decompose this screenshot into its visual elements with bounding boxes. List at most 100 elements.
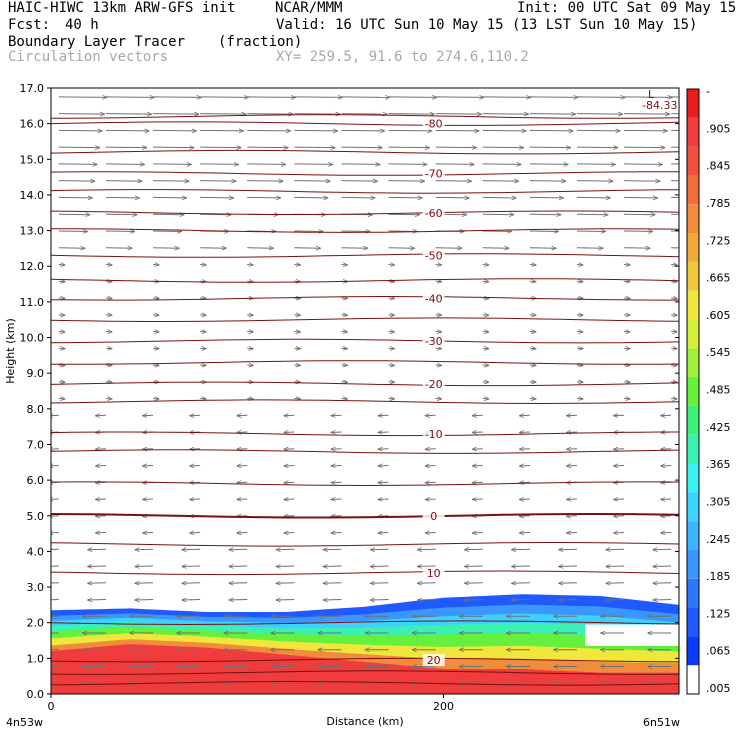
circulation-vector [614,415,625,416]
circulation-vector [576,197,610,198]
isotherm-line [51,114,679,119]
circulation-vector [341,398,347,399]
circulation-vector [519,516,530,517]
isotherm-line [51,481,679,487]
circulation-vector [482,398,489,399]
circulation-vector [294,97,342,98]
circulation-vector [247,365,253,366]
circulation-vector [624,181,660,182]
circulation-vector [519,482,530,483]
circulation-vector [294,181,330,182]
circulation-vector [624,348,630,349]
circulation-vector [58,181,95,182]
circulation-vector [576,315,583,316]
isotherm-line [51,189,679,194]
colorbar-label: .845 [706,160,731,173]
circulation-vector [512,583,530,584]
circulation-vector [294,197,327,198]
circulation-vector [435,164,474,165]
circulation-vector [58,164,97,165]
colorbar-segment [687,521,699,550]
isotherm-line [51,210,679,215]
circulation-vector [200,365,206,366]
colorbar-segment [687,405,699,435]
circulation-vector [576,382,583,383]
circulation-vector [567,533,577,534]
circulation-vector [135,583,154,584]
circulation-vector [519,533,530,534]
isotherm-line [51,513,679,519]
circulation-vector [482,315,489,316]
circulation-vector [435,264,442,265]
circulation-vector [323,549,342,550]
circulation-vector [190,466,201,467]
circulation-vector [153,231,182,232]
isotherm-line [51,670,679,675]
circulation-vector [624,264,630,265]
circulation-vector [417,583,436,584]
circulation-vector [435,97,484,98]
circulation-vector [96,499,106,500]
circulation-vector [105,97,154,98]
isotherm-label-bg [422,566,445,579]
circulation-vector [294,264,300,265]
circulation-vector [200,331,206,332]
circulation-vector [237,533,248,534]
circulation-vector [58,114,105,115]
circulation-vector [388,114,435,115]
isotherm-line [51,449,679,454]
circulation-vector [51,533,59,534]
circulation-vector [247,315,253,316]
circulation-vector [624,197,657,198]
circulation-vector [135,600,154,601]
circulation-vector [341,164,379,165]
colorbar-segment [687,233,699,262]
colorbar-segment [687,204,699,234]
colorbar-segment [687,492,699,522]
circulation-vector [378,415,389,416]
circulation-vector [370,566,389,567]
field-units: (fraction) [218,34,303,50]
circulation-vector [247,331,253,332]
circulation-vector [624,214,655,215]
circulation-vector [200,298,206,299]
circulation-vector [576,164,615,165]
isotherm-label: -80 [425,118,443,131]
circulation-vector [153,315,159,316]
y-tick-label: 17.0 [20,82,45,95]
circulation-vector [341,298,347,299]
colorbar-label: .785 [706,197,731,210]
circulation-vector [378,533,389,534]
y-tick-label: 2.0 [27,617,45,630]
field-name: Boundary Layer Tracer [8,34,186,50]
circulation-vector [105,365,112,366]
circulation-vector [58,348,65,349]
colorbar-segment [687,463,699,493]
circulation-vector [105,147,147,148]
circulation-vector [105,398,112,399]
circulation-vector [435,331,442,332]
circulation-vector [370,583,389,584]
circulation-vector [671,382,677,383]
circulation-vector [153,164,191,165]
circulation-vector [284,466,295,467]
circulation-vector [576,130,620,131]
circulation-vector [529,214,561,215]
circulation-vector [624,281,630,282]
circulation-vector [200,181,236,182]
circulation-vector [284,415,295,416]
circulation-vector [614,533,625,534]
circulation-vector [388,130,432,131]
x-tick-label: 200 [433,700,454,713]
circulation-vector [58,315,65,316]
circulation-vector [614,516,625,517]
colorbar-label: .125 [706,607,731,620]
circulation-vector [105,214,137,215]
colorbar-segment [687,290,699,320]
circulation-vector [671,365,677,366]
circulation-vector [661,415,672,416]
y-tick-label: 5.0 [27,510,45,523]
circulation-vector [512,566,530,567]
circulation-vector [341,197,374,198]
colorbar-label: .905 [706,122,731,135]
